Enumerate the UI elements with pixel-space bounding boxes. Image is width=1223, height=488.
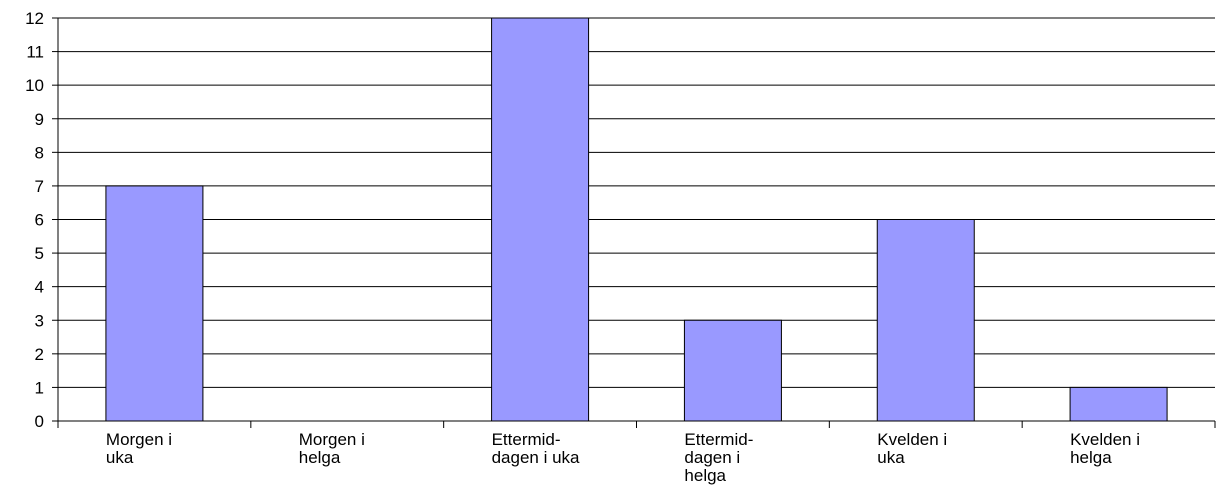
y-tick-label: 11 [26, 43, 44, 62]
y-tick-label: 3 [35, 311, 44, 330]
x-category-label-line: uka [106, 448, 134, 467]
x-category-label: Kvelden i uka [877, 430, 947, 467]
x-category-label-line: Kvelden i [877, 430, 947, 449]
x-category-label: Morgen i helga [299, 430, 365, 467]
x-category-label-line: Ettermid- [684, 430, 753, 449]
y-tick-label: 10 [25, 76, 44, 95]
y-tick-label: 1 [35, 378, 44, 397]
bar [491, 17, 590, 422]
y-tick-label: 6 [35, 211, 44, 230]
y-tick-label: 8 [35, 143, 44, 162]
grid-lines [58, 17, 1215, 388]
x-category-label: Ettermid-dagen i helga [684, 430, 753, 485]
x-category-label-line: helga [299, 448, 341, 467]
x-category-label: Kvelden i helga [1070, 430, 1140, 467]
bar [683, 319, 782, 422]
x-category-label: Ettermid-dagen i uka [492, 430, 580, 467]
x-category-label-line: helga [684, 466, 726, 485]
x-category-label-line: Ettermid- [492, 430, 561, 449]
x-category-label-line: uka [877, 448, 905, 467]
y-tick-label: 9 [35, 110, 44, 129]
bar [105, 185, 204, 422]
x-category-label-line: Morgen i [299, 430, 365, 449]
bar [1069, 386, 1168, 422]
y-tick-label: 4 [35, 278, 44, 297]
x-category-label: Morgen i uka [106, 430, 172, 467]
bar [876, 219, 975, 422]
axes [52, 17, 1216, 428]
y-tick-label: 5 [35, 244, 44, 263]
y-tick-label: 0 [35, 412, 44, 431]
y-tick-label: 12 [25, 9, 44, 28]
x-category-label-line: dagen i uka [492, 448, 580, 467]
y-tick-label: 7 [35, 177, 44, 196]
x-category-label-line: Kvelden i [1070, 430, 1140, 449]
bars [105, 17, 1168, 422]
x-category-label-line: Morgen i [106, 430, 172, 449]
y-tick-label: 2 [35, 345, 44, 364]
x-category-label-line: dagen i [684, 448, 740, 467]
x-category-label-line: helga [1070, 448, 1112, 467]
